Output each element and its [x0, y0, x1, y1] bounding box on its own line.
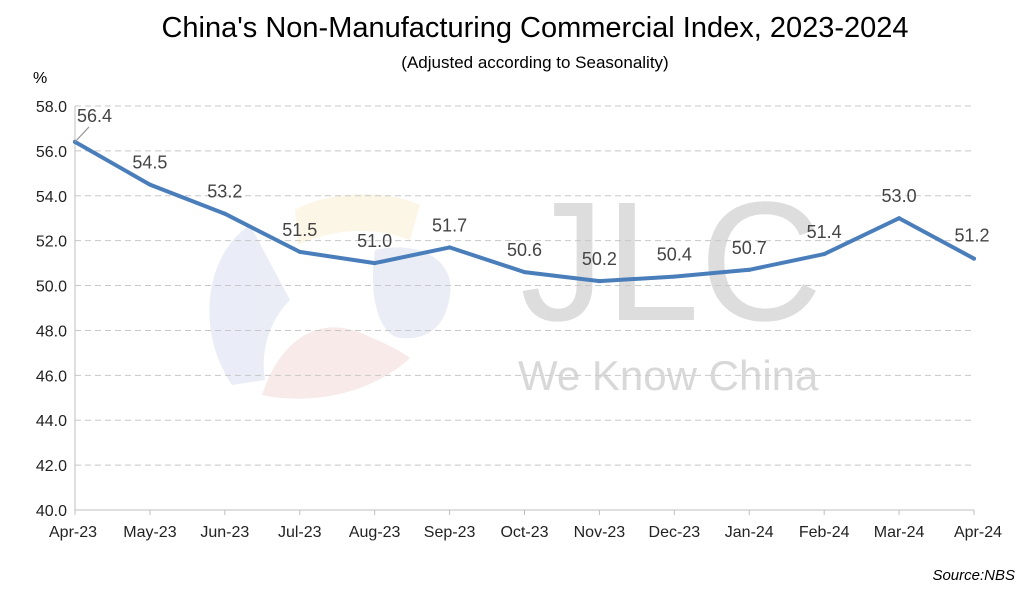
watermark-logo: [209, 194, 451, 399]
chart-subtitle: (Adjusted according to Seasonality): [401, 53, 669, 72]
data-point: [597, 279, 602, 284]
data-label: 51.0: [357, 231, 392, 251]
y-tick-label: 56.0: [36, 144, 67, 161]
x-tick-label: Apr-23: [49, 524, 97, 541]
source-note: Source:NBS: [932, 567, 1015, 584]
data-point: [897, 216, 902, 221]
data-label: 51.4: [807, 222, 842, 242]
data-point: [447, 245, 452, 250]
x-tick-labels: Apr-23 May-23 Jun-23 Jul-23 Aug-23 Sep-23 Oct-…: [49, 524, 1002, 541]
data-label: 50.6: [507, 240, 542, 260]
data-label: 53.0: [882, 186, 917, 206]
data-point: [222, 211, 227, 216]
data-point: [822, 252, 827, 257]
axes: [74, 106, 975, 515]
x-tick-label: Oct-23: [500, 524, 548, 541]
logo-petal-blue: [209, 225, 290, 385]
x-tick-label: Jun-23: [200, 524, 249, 541]
x-tick-label: Feb-24: [799, 524, 850, 541]
data-point: [147, 182, 152, 187]
data-point: [297, 249, 302, 254]
y-tick-label: 42.0: [36, 458, 67, 475]
chart-title: China's Non-Manufacturing Commercial Ind…: [161, 12, 909, 44]
data-label: 50.4: [657, 245, 692, 265]
logo-petal-yellow: [295, 194, 420, 245]
y-tick-label: 54.0: [36, 189, 67, 206]
x-tick-label: Sep-23: [424, 524, 476, 541]
y-tick-label: 50.0: [36, 279, 67, 296]
y-tick-label: 52.0: [36, 234, 67, 251]
x-tick-label: Apr-24: [954, 524, 1002, 541]
y-tick-label: 48.0: [36, 323, 67, 340]
x-tick-label: May-23: [123, 524, 176, 541]
x-tick-label: Jul-23: [278, 524, 322, 541]
y-tick-label: 46.0: [36, 368, 67, 385]
data-label-leader: [74, 126, 90, 143]
y-tick-labels: 40.0 42.0 44.0 46.0 48.0 50.0 52.0 54.0 56.0 58.0: [36, 99, 67, 520]
x-tick-label: Aug-23: [349, 524, 401, 541]
data-point: [972, 256, 976, 261]
y-axis-unit: %: [33, 70, 48, 87]
data-label: 51.7: [432, 215, 467, 235]
y-tick-label: 40.0: [36, 503, 67, 520]
x-tick-label: Nov-23: [574, 524, 626, 541]
data-label: 56.4: [77, 106, 112, 126]
data-point: [372, 261, 377, 266]
data-label: 50.7: [732, 238, 767, 258]
data-point: [672, 274, 677, 279]
data-label: 53.2: [207, 182, 242, 202]
data-label: 50.2: [582, 249, 617, 269]
data-label: 51.2: [954, 226, 989, 246]
data-point: [522, 270, 527, 275]
series-line: [73, 139, 976, 284]
x-tick-label: Dec-23: [649, 524, 701, 541]
x-tick-label: Jan-24: [725, 524, 774, 541]
logo-petal-blue-2: [372, 247, 451, 339]
logo-petal-red: [262, 327, 410, 399]
data-label: 54.5: [132, 153, 167, 173]
watermark-brand: JLC: [520, 167, 822, 357]
data-point: [747, 267, 752, 272]
y-tick-label: 44.0: [36, 413, 67, 430]
data-labels: 56.4 54.5 53.2 51.5 51.0 51.7 50.6 50.2 50.4 50.7…: [74, 106, 990, 269]
data-label: 51.5: [282, 220, 317, 240]
x-tick-label: Mar-24: [874, 524, 925, 541]
y-tick-label: 58.0: [36, 99, 67, 116]
